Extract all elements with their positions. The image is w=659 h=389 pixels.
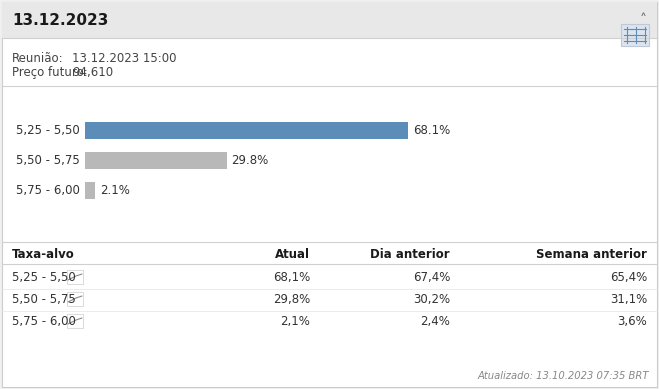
Text: 30,2%: 30,2% bbox=[413, 293, 450, 305]
Bar bbox=[67, 314, 83, 328]
Text: 13.12.2023 15:00: 13.12.2023 15:00 bbox=[72, 52, 177, 65]
Text: 5,25 - 5,50: 5,25 - 5,50 bbox=[16, 123, 80, 137]
Text: 65,4%: 65,4% bbox=[610, 270, 647, 284]
Text: 68,1%: 68,1% bbox=[273, 270, 310, 284]
Text: ˄: ˄ bbox=[640, 13, 647, 27]
Text: 2,1%: 2,1% bbox=[280, 314, 310, 328]
Text: Semana anterior: Semana anterior bbox=[536, 249, 647, 261]
Text: 5,50 - 5,75: 5,50 - 5,75 bbox=[16, 154, 80, 166]
Text: 5,50 - 5,75: 5,50 - 5,75 bbox=[12, 293, 76, 305]
Text: Taxa-alvo: Taxa-alvo bbox=[12, 249, 74, 261]
Bar bbox=[85, 151, 227, 168]
Text: Preço futuro:: Preço futuro: bbox=[12, 66, 88, 79]
Text: Atual: Atual bbox=[275, 249, 310, 261]
Bar bbox=[621, 24, 649, 46]
Text: 29,8%: 29,8% bbox=[273, 293, 310, 305]
Text: 2.1%: 2.1% bbox=[100, 184, 130, 196]
Bar bbox=[67, 292, 83, 306]
Text: 3,6%: 3,6% bbox=[617, 314, 647, 328]
Text: 5,25 - 5,50: 5,25 - 5,50 bbox=[12, 270, 76, 284]
Bar bbox=[85, 121, 409, 138]
Bar bbox=[85, 182, 95, 198]
Text: 94,610: 94,610 bbox=[72, 66, 113, 79]
Bar bbox=[2, 2, 657, 38]
Text: 5,75 - 6,00: 5,75 - 6,00 bbox=[12, 314, 76, 328]
Text: 67,4%: 67,4% bbox=[413, 270, 450, 284]
Text: 2,4%: 2,4% bbox=[420, 314, 450, 328]
Text: 31,1%: 31,1% bbox=[610, 293, 647, 305]
Bar bbox=[67, 270, 83, 284]
Text: 5,75 - 6,00: 5,75 - 6,00 bbox=[16, 184, 80, 196]
Text: 29.8%: 29.8% bbox=[231, 154, 269, 166]
Text: Dia anterior: Dia anterior bbox=[370, 249, 450, 261]
Text: Reunião:: Reunião: bbox=[12, 52, 64, 65]
Text: 13.12.2023: 13.12.2023 bbox=[12, 12, 108, 28]
Text: 68.1%: 68.1% bbox=[413, 123, 451, 137]
Text: Atualizado: 13.10.2023 07:35 BRT: Atualizado: 13.10.2023 07:35 BRT bbox=[478, 371, 649, 381]
